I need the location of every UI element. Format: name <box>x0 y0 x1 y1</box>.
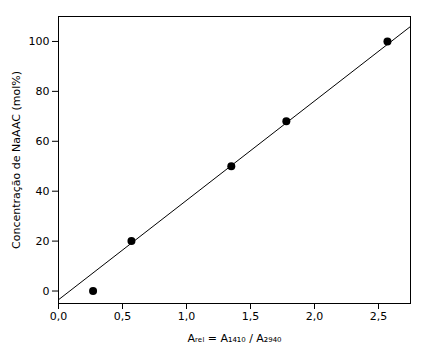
svg-text:40: 40 <box>36 185 50 198</box>
svg-text:2,5: 2,5 <box>370 310 388 323</box>
svg-text:60: 60 <box>36 135 50 148</box>
svg-text:80: 80 <box>36 85 50 98</box>
svg-text:1,5: 1,5 <box>242 310 260 323</box>
svg-text:Aᵣₑₗ = A₁₄₁₀ / A₂₉₄₀: Aᵣₑₗ = A₁₄₁₀ / A₂₉₄₀ <box>187 332 282 345</box>
svg-text:20: 20 <box>36 235 50 248</box>
svg-text:0,5: 0,5 <box>114 310 132 323</box>
svg-text:0: 0 <box>43 285 50 298</box>
svg-text:Concentração de NaAAC (mol%): Concentração de NaAAC (mol%) <box>10 71 23 249</box>
svg-text:1,0: 1,0 <box>178 310 196 323</box>
svg-text:0,0: 0,0 <box>50 310 68 323</box>
svg-text:100: 100 <box>29 35 50 48</box>
svg-text:2,0: 2,0 <box>306 310 324 323</box>
